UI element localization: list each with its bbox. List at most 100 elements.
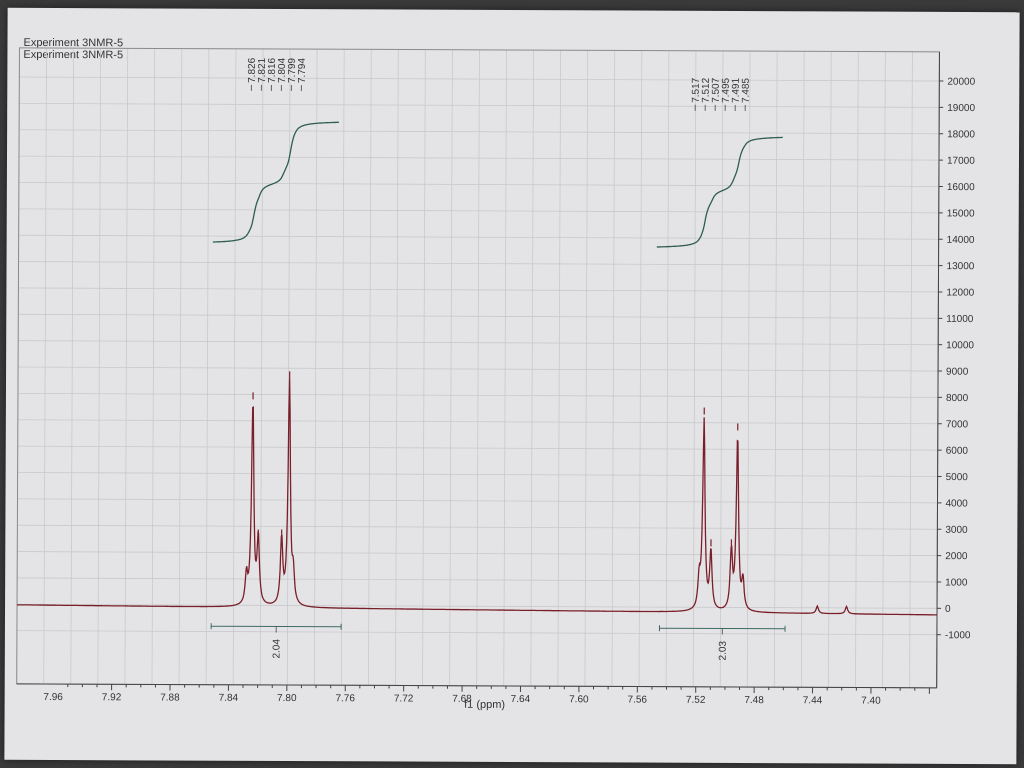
grid-line-horizontal bbox=[17, 551, 938, 556]
y-tick-label: 17000 bbox=[947, 156, 975, 167]
grid-line-vertical bbox=[773, 51, 778, 688]
grid-line-horizontal bbox=[17, 577, 938, 583]
x-axis-label: f1 (ppm) bbox=[464, 699, 505, 711]
grid-line-horizontal bbox=[18, 208, 939, 214]
y-tick-label: 3000 bbox=[945, 525, 968, 536]
grid-line-vertical bbox=[584, 50, 589, 687]
x-tick-label: 7.40 bbox=[861, 696, 881, 707]
grid-line-horizontal bbox=[16, 630, 937, 636]
x-tick-label: 7.56 bbox=[628, 695, 648, 706]
grid-line-vertical bbox=[665, 50, 670, 687]
peak-label: 7.495 bbox=[721, 77, 732, 103]
y-tick-label: 16000 bbox=[947, 182, 975, 193]
grid-line-vertical bbox=[855, 51, 859, 688]
grid-line-vertical bbox=[503, 49, 507, 686]
grid-line-vertical bbox=[828, 51, 832, 688]
grid-line-vertical bbox=[151, 48, 156, 685]
printed-nmr-sheet: Experiment 3NMR-5 Experiment 3NMR-5 2000… bbox=[4, 7, 1020, 765]
y-tick-label: 18000 bbox=[947, 129, 975, 140]
grid-line-vertical bbox=[476, 49, 480, 686]
grid-line-horizontal bbox=[18, 261, 939, 266]
grid-line-vertical bbox=[746, 51, 751, 688]
grid-line-horizontal bbox=[17, 603, 938, 609]
grid-line-vertical bbox=[557, 50, 562, 687]
grid-line-horizontal bbox=[19, 102, 940, 108]
spectrum-series bbox=[17, 371, 938, 616]
experiment-title-line-1: Experiment 3NMR-5 bbox=[23, 37, 123, 49]
grid-line-horizontal bbox=[18, 287, 939, 293]
y-tick-label: 2000 bbox=[945, 551, 968, 562]
y-tick-label: 13000 bbox=[947, 261, 975, 272]
grid-line-horizontal bbox=[18, 313, 939, 319]
x-tick-label: 7.48 bbox=[744, 695, 764, 706]
y-tick-label: 1000 bbox=[945, 577, 968, 588]
integral-curves bbox=[212, 121, 783, 248]
chart-grid bbox=[16, 47, 940, 688]
x-tick-label: 7.64 bbox=[511, 694, 531, 705]
x-tick-label: 7.88 bbox=[160, 692, 180, 703]
grid-line-vertical bbox=[449, 49, 453, 686]
y-tick-label: 0 bbox=[945, 604, 951, 615]
grid-line-horizontal bbox=[18, 155, 939, 161]
x-tick-label: 7.72 bbox=[394, 693, 414, 704]
peak-label: 7.485 bbox=[741, 78, 752, 104]
grid-line-vertical bbox=[43, 47, 47, 684]
y-tick-label: 4000 bbox=[945, 498, 968, 509]
grid-line-vertical bbox=[611, 50, 616, 687]
grid-line-vertical bbox=[530, 50, 534, 687]
peak-label: 7.816 bbox=[267, 57, 278, 83]
x-axis: 7.96 7.92 7.88 7.84 7.80 7.76 7.72 7.68 7.64 7.60… bbox=[16, 683, 937, 707]
peak-label: 7.804 bbox=[277, 58, 288, 84]
y-tick-label: 8000 bbox=[946, 393, 969, 404]
grid-line-vertical bbox=[395, 49, 399, 686]
grid-line-vertical bbox=[368, 49, 372, 686]
grid-line-vertical bbox=[692, 50, 697, 687]
x-tick-label: 7.44 bbox=[803, 695, 823, 706]
grid-line-horizontal bbox=[17, 472, 938, 477]
nmr-spectrum-chart: Experiment 3NMR-5 Experiment 3NMR-5 2000… bbox=[16, 37, 976, 711]
grid-line-horizontal bbox=[17, 498, 938, 504]
integration-regions: 2.04 2.03 bbox=[210, 623, 786, 660]
y-axis: 2000019000180001700016000150001400013000… bbox=[936, 51, 976, 688]
peak-label: 7.794 bbox=[297, 58, 308, 84]
y-tick-label: 11000 bbox=[946, 314, 974, 325]
y-axis-line bbox=[936, 51, 940, 688]
x-tick-label: 7.80 bbox=[277, 693, 297, 704]
grid-line-vertical bbox=[178, 48, 183, 685]
grid-line-vertical bbox=[719, 50, 724, 687]
spectrum-trace bbox=[17, 378, 938, 616]
y-tick-label: -1000 bbox=[945, 630, 971, 641]
grid-line-horizontal bbox=[17, 419, 938, 425]
y-tick-label: 15000 bbox=[947, 208, 975, 219]
integral-value-label: 2.04 bbox=[272, 639, 283, 659]
grid-line-horizontal bbox=[17, 524, 938, 530]
y-tick-label: 9000 bbox=[946, 367, 969, 378]
grid-line-vertical bbox=[340, 49, 345, 686]
grid-line-vertical bbox=[800, 51, 805, 688]
x-tick-label: 7.92 bbox=[102, 692, 122, 703]
grid-line-horizontal bbox=[19, 129, 940, 135]
y-tick-label: 6000 bbox=[946, 446, 969, 457]
grid-line-horizontal bbox=[18, 182, 939, 187]
y-tick-label: 12000 bbox=[946, 287, 974, 298]
y-tick-label: 20000 bbox=[947, 77, 975, 88]
grid-line-horizontal bbox=[18, 234, 939, 240]
grid-line-vertical bbox=[205, 48, 210, 685]
y-tick-label: 14000 bbox=[947, 235, 975, 246]
peak-label: 7.517 bbox=[691, 77, 702, 103]
peak-label: 7.821 bbox=[257, 57, 268, 83]
x-tick-label: 7.76 bbox=[335, 693, 355, 704]
grid-line-vertical bbox=[232, 48, 237, 685]
grid-line-vertical bbox=[422, 49, 426, 686]
x-tick-label: 7.60 bbox=[569, 694, 589, 705]
grid-line-vertical bbox=[909, 51, 913, 688]
grid-line-vertical bbox=[70, 48, 74, 685]
grid-line-horizontal bbox=[17, 445, 938, 451]
grid-line-horizontal bbox=[19, 76, 940, 82]
y-tick-label: 7000 bbox=[946, 419, 969, 430]
grid-line-vertical bbox=[286, 49, 291, 686]
x-tick-label: 7.68 bbox=[452, 694, 472, 705]
y-tick-label: 5000 bbox=[946, 472, 969, 483]
integral-curve bbox=[656, 136, 783, 248]
